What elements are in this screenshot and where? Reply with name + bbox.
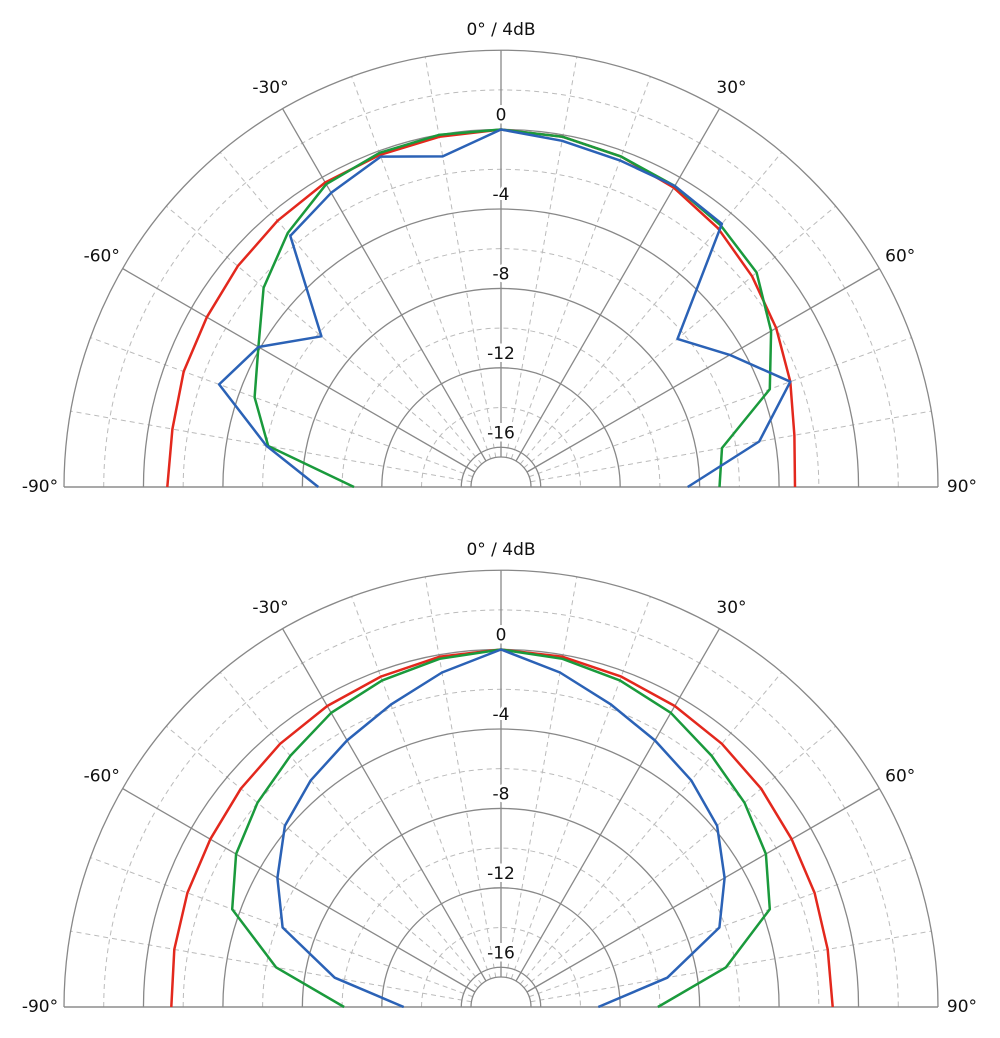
ring (460, 966, 542, 1008)
minor-spoke (351, 596, 492, 979)
minor-spoke (219, 671, 483, 985)
minor-spoke (505, 56, 578, 458)
spoke (281, 108, 487, 462)
spoke (122, 267, 476, 473)
spoke (526, 267, 880, 473)
minor-spoke (530, 410, 932, 483)
minor-spoke (529, 337, 912, 478)
minor-spoke (70, 930, 472, 1003)
minor-spoke (530, 930, 932, 1003)
chart-title: 0° / 4dB (466, 20, 535, 40)
chart-title: 0° / 4dB (466, 540, 535, 560)
minor-spoke (90, 857, 473, 998)
ring (301, 807, 701, 1008)
ring-label: -16 (487, 423, 515, 443)
ring (381, 367, 621, 488)
angle-label: 90° (947, 477, 977, 497)
minor-spoke (523, 205, 837, 469)
minor-spoke (219, 151, 483, 465)
minor-spoke (510, 596, 651, 979)
angle-label: 60° (885, 247, 915, 267)
minor-spoke (529, 857, 912, 998)
minor-spoke (519, 151, 783, 465)
angle-label: -90° (22, 477, 58, 497)
outer-ring (63, 569, 939, 1008)
ring-label: 0 (496, 625, 507, 645)
minor-spoke (70, 410, 472, 483)
minor-spoke (165, 725, 479, 989)
angle-label: 90° (947, 997, 977, 1017)
ring (460, 446, 542, 488)
minor-spoke (424, 56, 497, 458)
ring-label: -12 (487, 864, 515, 884)
angle-label: -30° (252, 78, 288, 98)
angle-label: -60° (84, 247, 120, 267)
ring-label: -4 (493, 185, 510, 205)
minor-ring (262, 248, 740, 488)
ring-label: -8 (493, 784, 510, 804)
ring-label: -12 (487, 344, 515, 364)
minor-ring (421, 927, 581, 1008)
angle-label: 30° (716, 598, 746, 618)
ring (301, 287, 701, 488)
minor-spoke (424, 576, 497, 978)
center-hole (470, 976, 532, 1008)
spoke (515, 628, 721, 982)
ring-label: 0 (496, 105, 507, 125)
ring (222, 208, 780, 488)
minor-spoke (351, 76, 492, 459)
spoke (526, 787, 880, 993)
series-line (217, 128, 792, 489)
angle-label: 60° (885, 767, 915, 787)
minor-ring (341, 847, 661, 1008)
minor-spoke (519, 671, 783, 985)
ring-label: -4 (493, 705, 510, 725)
minor-spoke (165, 205, 479, 469)
center-hole (470, 456, 532, 488)
ring-label: -8 (493, 264, 510, 284)
outer-ring (63, 49, 939, 488)
series-line (276, 648, 726, 1009)
ring (222, 728, 780, 1008)
spoke (122, 787, 476, 993)
minor-spoke (510, 76, 651, 459)
ring-label: -16 (487, 943, 515, 963)
angle-label: -60° (84, 767, 120, 787)
minor-spoke (523, 725, 837, 989)
angle-label: 30° (716, 78, 746, 98)
spoke (515, 108, 721, 462)
minor-spoke (90, 337, 473, 478)
angle-label: -90° (22, 997, 58, 1017)
spoke (281, 628, 487, 982)
minor-ring (262, 768, 740, 1008)
minor-spoke (505, 576, 578, 978)
minor-ring (341, 327, 661, 488)
angle-label: -30° (252, 598, 288, 618)
ring (381, 887, 621, 1008)
minor-ring (421, 407, 581, 488)
